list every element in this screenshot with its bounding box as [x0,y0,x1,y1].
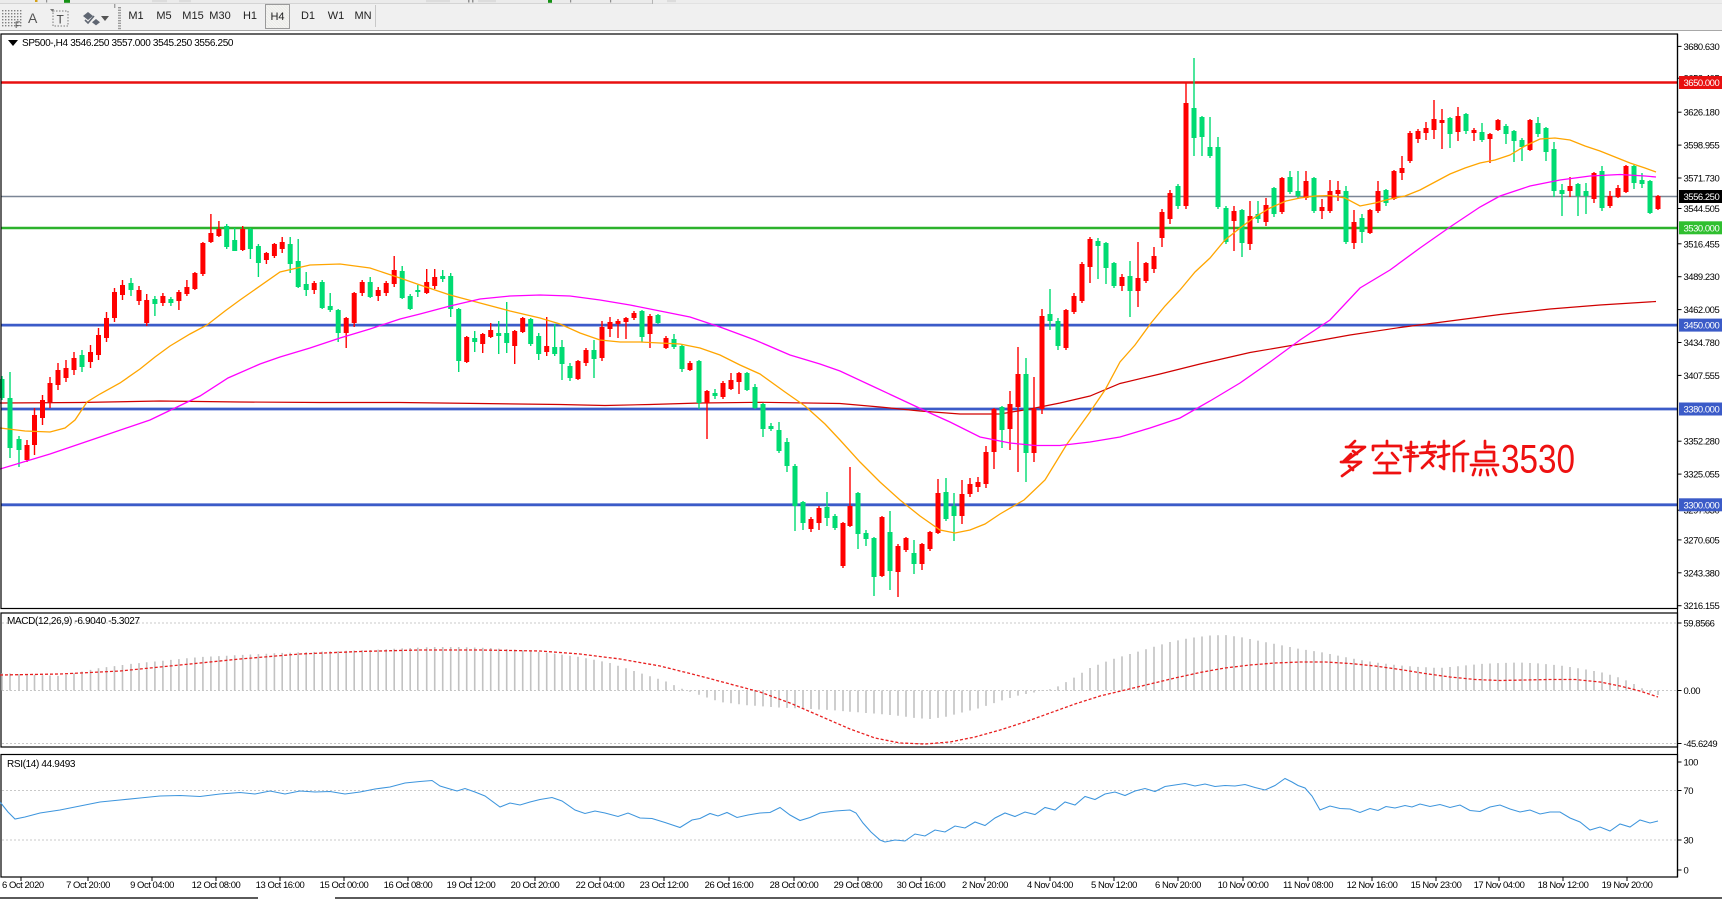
svg-text:20 Oct 20:00: 20 Oct 20:00 [511,880,560,891]
svg-text:3270.605: 3270.605 [1684,535,1720,546]
svg-text:18 Nov 12:00: 18 Nov 12:00 [1538,880,1589,891]
svg-text:11 Nov 08:00: 11 Nov 08:00 [1283,880,1333,891]
svg-text:26 Oct 16:00: 26 Oct 16:00 [705,880,754,891]
svg-text:30: 30 [1684,836,1694,847]
svg-text:100: 100 [1684,758,1699,769]
svg-text:3462.005: 3462.005 [1684,305,1720,316]
svg-text:F: F [15,20,21,30]
svg-text:3571.730: 3571.730 [1684,174,1720,185]
svg-text:MACD(12,26,9) -6.9040 -5.3027: MACD(12,26,9) -6.9040 -5.3027 [7,616,140,627]
svg-text:15 Nov 23:00: 15 Nov 23:00 [1411,880,1462,891]
svg-text:10 Nov 00:00: 10 Nov 00:00 [1218,880,1269,891]
svg-text:3300.000: 3300.000 [1684,500,1720,511]
svg-text:15 Oct 00:00: 15 Oct 00:00 [320,880,369,891]
svg-text:9 Oct 04:00: 9 Oct 04:00 [130,880,174,891]
svg-text:SP500-,H4 3546.250 3557.000 3: SP500-,H4 3546.250 3557.000 3545.250 355… [22,38,234,49]
svg-text:23 Oct 12:00: 23 Oct 12:00 [640,880,689,891]
svg-text:T: T [57,13,65,27]
svg-text:19 Nov 20:00: 19 Nov 20:00 [1602,880,1653,891]
svg-text:3530.000: 3530.000 [1684,223,1720,234]
svg-text:A: A [28,10,38,26]
svg-text:3544.505: 3544.505 [1684,204,1720,215]
svg-text:28 Oct 00:00: 28 Oct 00:00 [770,880,819,891]
svg-text:6 Oct 2020: 6 Oct 2020 [2,880,44,891]
svg-text:0.00: 0.00 [1684,686,1701,697]
svg-text:3380.000: 3380.000 [1684,405,1720,416]
svg-text:RSI(14) 44.9493: RSI(14) 44.9493 [7,759,76,770]
svg-text:5 Nov 12:00: 5 Nov 12:00 [1091,880,1137,891]
svg-text:22 Oct 04:00: 22 Oct 04:00 [576,880,625,891]
svg-text:3598.955: 3598.955 [1684,141,1720,152]
svg-text:12 Oct 08:00: 12 Oct 08:00 [192,880,241,891]
svg-text:3489.230: 3489.230 [1684,272,1720,283]
svg-text:59.8566: 59.8566 [1684,619,1715,630]
svg-text:3450.000: 3450.000 [1684,321,1720,332]
svg-text:13 Oct 16:00: 13 Oct 16:00 [256,880,305,891]
svg-text:70: 70 [1684,786,1694,797]
svg-text:6 Nov 20:00: 6 Nov 20:00 [1155,880,1201,891]
svg-text:4 Nov 04:00: 4 Nov 04:00 [1027,880,1073,891]
svg-text:16 Oct 08:00: 16 Oct 08:00 [384,880,433,891]
svg-text:3680.630: 3680.630 [1684,42,1720,53]
svg-text:3530: 3530 [1501,438,1575,482]
svg-text:3216.155: 3216.155 [1684,601,1720,612]
svg-text:7 Oct 20:00: 7 Oct 20:00 [66,880,110,891]
svg-text:3352.280: 3352.280 [1684,437,1720,448]
svg-text:30 Oct 16:00: 30 Oct 16:00 [897,880,946,891]
svg-text:3516.455: 3516.455 [1684,239,1720,250]
svg-text:3626.180: 3626.180 [1684,108,1720,119]
svg-text:-45.6249: -45.6249 [1684,739,1718,750]
svg-text:3434.780: 3434.780 [1684,338,1720,349]
svg-text:3556.250: 3556.250 [1684,192,1720,203]
svg-text:0: 0 [1684,866,1689,877]
svg-text:3650.000: 3650.000 [1684,78,1720,89]
svg-text:29 Oct 08:00: 29 Oct 08:00 [834,880,883,891]
svg-text:12 Nov 16:00: 12 Nov 16:00 [1347,880,1398,891]
svg-text:3243.380: 3243.380 [1684,568,1720,579]
svg-text:19 Oct 12:00: 19 Oct 12:00 [447,880,496,891]
svg-text:3325.055: 3325.055 [1684,470,1720,481]
svg-text:3407.555: 3407.555 [1684,371,1720,382]
svg-text:17 Nov 04:00: 17 Nov 04:00 [1474,880,1525,891]
svg-text:2 Nov 20:00: 2 Nov 20:00 [962,880,1008,891]
